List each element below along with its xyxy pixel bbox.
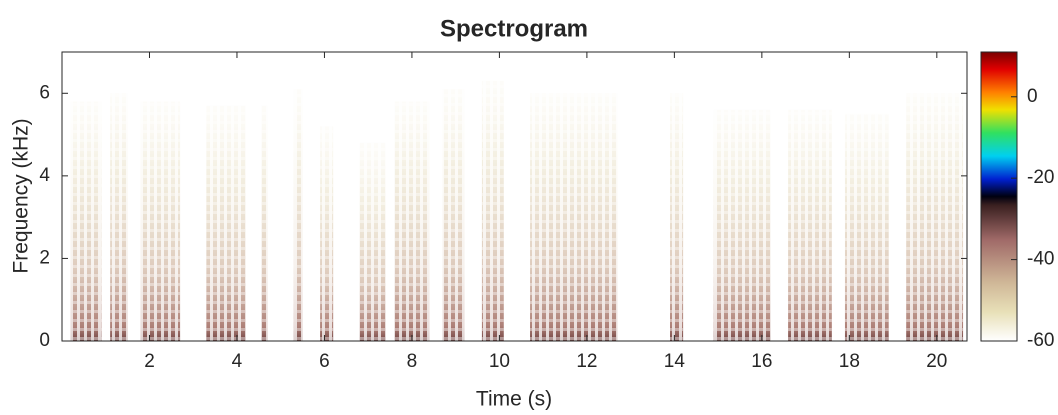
axes-box [61, 51, 968, 342]
y-tick-label: 4 [39, 165, 50, 186]
colorbar-tick-label: -60 [1027, 330, 1054, 351]
segment-texture [788, 109, 832, 341]
segment-texture [110, 93, 128, 342]
segment-texture [320, 126, 334, 341]
y-tick-label: 0 [39, 330, 50, 351]
colorbar [980, 51, 1018, 342]
segment-texture [261, 105, 268, 342]
segment-texture [669, 93, 684, 342]
x-axis-label: Time (s) [476, 388, 552, 411]
segment-texture [481, 80, 504, 342]
segment-texture [206, 105, 246, 342]
y-tick-label: 6 [39, 82, 50, 103]
colorbar-tick-label: -20 [1027, 167, 1054, 188]
y-tick-label: 2 [39, 247, 50, 268]
segment-texture [359, 142, 386, 341]
x-tick-label: 2 [144, 351, 155, 372]
segment-texture [70, 101, 102, 342]
segment-texture [293, 89, 303, 342]
segment-texture [442, 89, 465, 342]
x-tick-label: 16 [751, 351, 772, 372]
x-tick-label: 14 [664, 351, 686, 372]
segment-texture [530, 93, 618, 342]
segment-texture [906, 93, 964, 342]
plot-area [70, 80, 964, 342]
segment-texture [844, 113, 889, 341]
x-tick-label: 18 [839, 351, 860, 372]
colorbar-tick-label: -40 [1027, 249, 1054, 270]
y-axis-label: Frequency (kHz) [10, 118, 33, 273]
x-tick-label: 12 [576, 351, 597, 372]
x-tick-label: 8 [407, 351, 418, 372]
chart-title: Spectrogram [440, 15, 588, 42]
segment-texture [394, 101, 430, 342]
segment-texture [713, 109, 771, 341]
x-tick-label: 20 [926, 351, 947, 372]
x-tick-label: 6 [319, 351, 330, 372]
colorbar-tick-label: 0 [1027, 86, 1038, 107]
x-tick-label: 4 [232, 351, 243, 372]
x-tick-label: 10 [489, 351, 510, 372]
segment-texture [140, 101, 181, 342]
